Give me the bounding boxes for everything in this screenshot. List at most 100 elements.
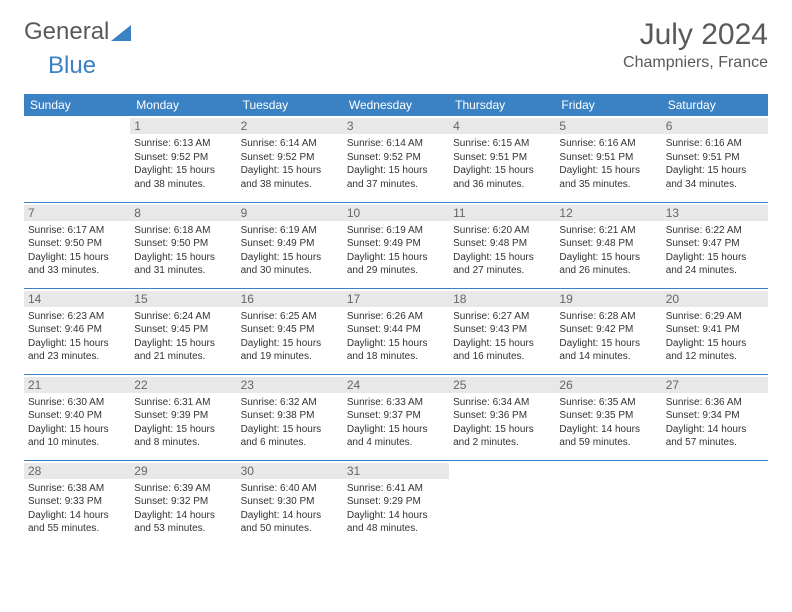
sunset-line: Sunset: 9:38 PM — [241, 409, 339, 423]
day-number: 31 — [343, 463, 449, 479]
day-number: 2 — [237, 118, 343, 134]
day-details: Sunrise: 6:31 AMSunset: 9:39 PMDaylight:… — [134, 396, 232, 450]
sunrise-line: Sunrise: 6:27 AM — [453, 310, 551, 324]
day-number: 5 — [555, 118, 661, 134]
calendar-empty-cell — [555, 460, 661, 546]
daylight-line: Daylight: 15 hours and 18 minutes. — [347, 337, 445, 364]
calendar-day-cell: 27Sunrise: 6:36 AMSunset: 9:34 PMDayligh… — [662, 374, 768, 460]
calendar-day-cell: 7Sunrise: 6:17 AMSunset: 9:50 PMDaylight… — [24, 202, 130, 288]
daylight-line: Daylight: 15 hours and 10 minutes. — [28, 423, 126, 450]
calendar-day-cell: 30 Sunrise: 6:40 AMSunset: 9:30 PMDayligh… — [237, 460, 343, 546]
day-details: Sunrise: 6:26 AMSunset: 9:44 PMDaylight:… — [347, 310, 445, 364]
day-number: 21 — [24, 377, 130, 393]
day-details: Sunrise: 6:17 AMSunset: 9:50 PMDaylight:… — [28, 224, 126, 278]
day-details: Sunrise: 6:28 AMSunset: 9:42 PMDaylight:… — [559, 310, 657, 364]
weekday-header: Saturday — [662, 94, 768, 116]
daylight-line: Daylight: 14 hours and 59 minutes. — [559, 423, 657, 450]
sunrise-line: Sunrise: 6:31 AM — [134, 396, 232, 410]
weekday-header: Friday — [555, 94, 661, 116]
daylight-line: Daylight: 15 hours and 35 minutes. — [559, 164, 657, 191]
sunrise-line: Sunrise: 6:29 AM — [666, 310, 764, 324]
day-number: 22 — [130, 377, 236, 393]
day-number: 20 — [662, 291, 768, 307]
day-details: Sunrise: 6:39 AMSunset: 9:32 PMDaylight:… — [134, 482, 232, 536]
day-details: Sunrise: 6:13 AMSunset: 9:52 PMDaylight:… — [134, 137, 232, 191]
day-details: Sunrise: 6:14 AMSunset: 9:52 PMDaylight:… — [347, 137, 445, 191]
daylight-line: Daylight: 15 hours and 36 minutes. — [453, 164, 551, 191]
sunset-line: Sunset: 9:49 PM — [241, 237, 339, 251]
day-details: Sunrise: 6:36 AMSunset: 9:34 PMDaylight:… — [666, 396, 764, 450]
calendar-empty-cell — [662, 460, 768, 546]
day-details: Sunrise: 6:41 AMSunset: 9:29 PMDaylight:… — [347, 482, 445, 536]
calendar-day-cell: 24 Sunrise: 6:33 AMSunset: 9:37 PMDayligh… — [343, 374, 449, 460]
day-number: 26 — [555, 377, 661, 393]
day-number: 30 — [237, 463, 343, 479]
sunrise-line: Sunrise: 6:28 AM — [559, 310, 657, 324]
weekday-header: Wednesday — [343, 94, 449, 116]
calendar-day-cell: 4Sunrise: 6:15 AMSunset: 9:51 PMDaylight… — [449, 116, 555, 202]
daylight-line: Daylight: 15 hours and 6 minutes. — [241, 423, 339, 450]
day-number: 23 — [237, 377, 343, 393]
day-number: 13 — [662, 205, 768, 221]
calendar-day-cell: 11Sunrise: 6:20 AMSunset: 9:48 PMDayligh… — [449, 202, 555, 288]
sunset-line: Sunset: 9:42 PM — [559, 323, 657, 337]
calendar-day-cell: 16Sunrise: 6:25 AMSunset: 9:45 PMDayligh… — [237, 288, 343, 374]
daylight-line: Daylight: 15 hours and 38 minutes. — [241, 164, 339, 191]
sunset-line: Sunset: 9:52 PM — [134, 151, 232, 165]
weekday-header: Sunday — [24, 94, 130, 116]
calendar-row: 7Sunrise: 6:17 AMSunset: 9:50 PMDaylight… — [24, 202, 768, 288]
logo-text-general: General — [24, 18, 109, 46]
sunset-line: Sunset: 9:41 PM — [666, 323, 764, 337]
sunset-line: Sunset: 9:44 PM — [347, 323, 445, 337]
day-details: Sunrise: 6:25 AMSunset: 9:45 PMDaylight:… — [241, 310, 339, 364]
daylight-line: Daylight: 15 hours and 33 minutes. — [28, 251, 126, 278]
day-details: Sunrise: 6:16 AMSunset: 9:51 PMDaylight:… — [666, 137, 764, 191]
sunrise-line: Sunrise: 6:30 AM — [28, 396, 126, 410]
day-number: 11 — [449, 205, 555, 221]
day-details: Sunrise: 6:35 AMSunset: 9:35 PMDaylight:… — [559, 396, 657, 450]
sunrise-line: Sunrise: 6:21 AM — [559, 224, 657, 238]
daylight-line: Daylight: 15 hours and 23 minutes. — [28, 337, 126, 364]
day-number: 6 — [662, 118, 768, 134]
sunrise-line: Sunrise: 6:25 AM — [241, 310, 339, 324]
day-details: Sunrise: 6:24 AMSunset: 9:45 PMDaylight:… — [134, 310, 232, 364]
sunset-line: Sunset: 9:50 PM — [134, 237, 232, 251]
day-number: 10 — [343, 205, 449, 221]
calendar-day-cell: 31 Sunrise: 6:41 AMSunset: 9:29 PMDayligh… — [343, 460, 449, 546]
sunrise-line: Sunrise: 6:17 AM — [28, 224, 126, 238]
day-details: Sunrise: 6:27 AMSunset: 9:43 PMDaylight:… — [453, 310, 551, 364]
calendar-day-cell: 9Sunrise: 6:19 AMSunset: 9:49 PMDaylight… — [237, 202, 343, 288]
weekday-header: Monday — [130, 94, 236, 116]
day-details: Sunrise: 6:23 AMSunset: 9:46 PMDaylight:… — [28, 310, 126, 364]
calendar-table: SundayMondayTuesdayWednesdayThursdayFrid… — [24, 94, 768, 546]
calendar-day-cell: 5Sunrise: 6:16 AMSunset: 9:51 PMDaylight… — [555, 116, 661, 202]
day-details: Sunrise: 6:40 AMSunset: 9:30 PMDaylight:… — [241, 482, 339, 536]
weekday-header-row: SundayMondayTuesdayWednesdayThursdayFrid… — [24, 94, 768, 116]
sunrise-line: Sunrise: 6:38 AM — [28, 482, 126, 496]
sunset-line: Sunset: 9:43 PM — [453, 323, 551, 337]
calendar-day-cell: 17Sunrise: 6:26 AMSunset: 9:44 PMDayligh… — [343, 288, 449, 374]
day-details: Sunrise: 6:33 AMSunset: 9:37 PMDaylight:… — [347, 396, 445, 450]
daylight-line: Daylight: 15 hours and 8 minutes. — [134, 423, 232, 450]
sunset-line: Sunset: 9:32 PM — [134, 495, 232, 509]
sunrise-line: Sunrise: 6:41 AM — [347, 482, 445, 496]
day-number: 24 — [343, 377, 449, 393]
sunset-line: Sunset: 9:50 PM — [28, 237, 126, 251]
calendar-body: 1 Sunrise: 6:13 AMSunset: 9:52 PMDaylight… — [24, 116, 768, 546]
month-title: July 2024 — [623, 18, 768, 52]
calendar-day-cell: 2 Sunrise: 6:14 AMSunset: 9:52 PMDaylight… — [237, 116, 343, 202]
day-number: 1 — [130, 118, 236, 134]
day-number: 29 — [130, 463, 236, 479]
calendar-day-cell: 3Sunrise: 6:14 AMSunset: 9:52 PMDaylight… — [343, 116, 449, 202]
daylight-line: Daylight: 15 hours and 34 minutes. — [666, 164, 764, 191]
daylight-line: Daylight: 15 hours and 26 minutes. — [559, 251, 657, 278]
day-number: 4 — [449, 118, 555, 134]
calendar-day-cell: 14Sunrise: 6:23 AMSunset: 9:46 PMDayligh… — [24, 288, 130, 374]
sunrise-line: Sunrise: 6:23 AM — [28, 310, 126, 324]
sunrise-line: Sunrise: 6:16 AM — [666, 137, 764, 151]
daylight-line: Daylight: 14 hours and 50 minutes. — [241, 509, 339, 536]
sunrise-line: Sunrise: 6:40 AM — [241, 482, 339, 496]
day-number: 15 — [130, 291, 236, 307]
calendar-day-cell: 22 Sunrise: 6:31 AMSunset: 9:39 PMDayligh… — [130, 374, 236, 460]
day-details: Sunrise: 6:14 AMSunset: 9:52 PMDaylight:… — [241, 137, 339, 191]
